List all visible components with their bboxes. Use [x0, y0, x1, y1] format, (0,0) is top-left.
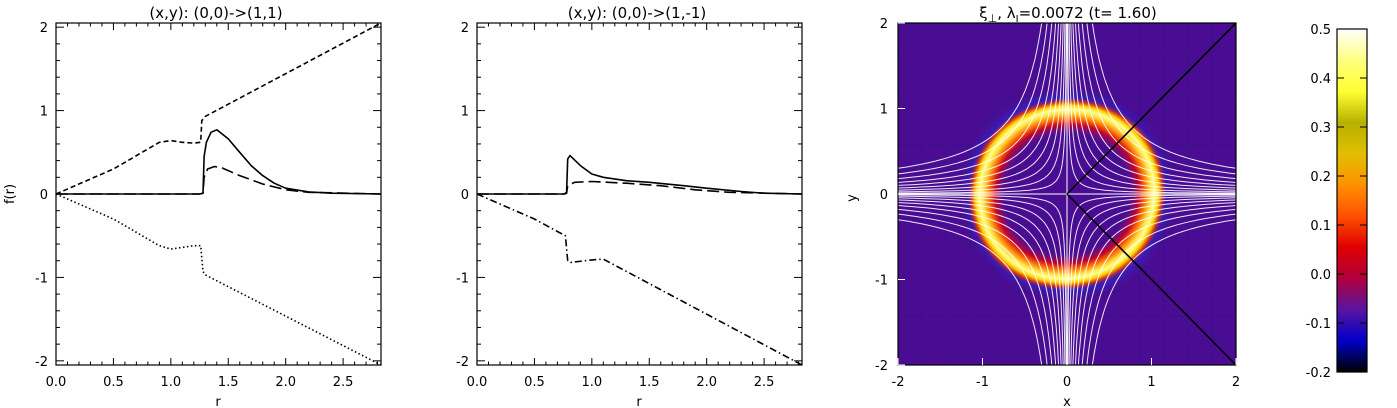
x-tick-label: 2.0: [275, 375, 296, 390]
colorbar: -0.2 -0.1 0.0 0.1 0.2 0.3 0.4 0.5: [1306, 23, 1368, 381]
title-perp: ⊥: [988, 12, 998, 25]
y-tick-label: 2: [40, 21, 48, 36]
series-solid-line: [477, 154, 803, 195]
field-line: [898, 23, 1053, 180]
panel-2-xlabel: r: [636, 395, 642, 408]
field-line: [898, 208, 1053, 365]
y-tick-label: 0: [461, 188, 469, 203]
field-line: [898, 23, 1064, 191]
colorbar-tick-label: -0.1: [1306, 317, 1331, 332]
field-line: [898, 202, 1059, 365]
x-tick-label: 1.5: [639, 375, 660, 390]
field-line: [898, 23, 1067, 194]
x-tick-label: 0: [1063, 375, 1071, 390]
y-tick-label: -1: [456, 271, 469, 286]
heatmap-image: [898, 23, 1236, 365]
colorbar-tick-label: 0.4: [1310, 72, 1331, 87]
field-line: [898, 23, 1048, 175]
y-tick-label: 1: [40, 105, 48, 120]
y-tick-label: 2: [461, 21, 469, 36]
title-lambda: , λ: [997, 4, 1016, 22]
panel-3: ξ⊥, λI=0.0072 (t= 1.60): [845, 4, 1240, 408]
panel-2: (x,y): (0,0)->(1,-1) 0.0 0.5 1.0 1.5 2.0 2.5 -…: [456, 4, 803, 408]
colorbar-tick-label: 0.2: [1310, 170, 1331, 185]
panel-3-ylabel: y: [845, 194, 860, 202]
colorbar-tick-label: 0.3: [1310, 121, 1331, 136]
x-tick-label: 1: [1147, 375, 1155, 390]
y-tick-label: -2: [35, 355, 48, 370]
panel-3-xlabel: x: [1063, 395, 1071, 408]
title-xi: ξ: [979, 4, 987, 22]
x-tick-label: 1.5: [218, 375, 239, 390]
series-shortdash-line: [55, 22, 382, 195]
panel-1-title: (x,y): (0,0)->(1,1): [149, 4, 282, 22]
series-longdash-line: [477, 180, 803, 195]
panel-1-series: [55, 22, 382, 366]
y-tick-label: -2: [875, 359, 888, 374]
panel-1: (x,y): (0,0)->(1,1) 0.0 0.5 1.0 1.5 2.0 2.5 -2…: [3, 4, 382, 408]
panel-1-xlabel: r: [215, 395, 221, 408]
panel-1-ticks: 0.0 0.5 1.0 1.5 2.0 2.5 -2 -1 0 1 2: [35, 21, 381, 390]
panel-3-title: ξ⊥, λI=0.0072 (t= 1.60): [979, 4, 1157, 25]
panel-3-ticks: -2 -1 0 1 2 -2 -1 0 1 2: [875, 17, 1240, 390]
x-tick-label: 1.0: [581, 375, 602, 390]
series-dotted-line: [55, 193, 382, 366]
y-tick-label: -1: [35, 271, 48, 286]
field-line: [898, 195, 1066, 365]
field-line: [898, 199, 1062, 365]
y-tick-label: -1: [875, 274, 888, 289]
cut-lines: [1066, 23, 1236, 365]
panel-1-ylabel: f(r): [3, 184, 18, 204]
field-line: [898, 205, 1057, 365]
x-tick-label: 0.0: [467, 375, 488, 390]
field-line: [898, 213, 1048, 365]
x-tick-label: 2.5: [754, 375, 775, 390]
panel-2-ticks: 0.0 0.5 1.0 1.5 2.0 2.5 -2 -1 0 1 2: [456, 21, 802, 390]
field-line: [898, 23, 1059, 186]
title-rest: =0.0072 (t= 1.60): [1019, 4, 1157, 22]
y-tick-label: 0: [40, 188, 48, 203]
colorbar-ticks: -0.2 -0.1 0.0 0.1 0.2 0.3 0.4 0.5: [1306, 23, 1367, 381]
field-line: [898, 23, 1057, 183]
y-tick-label: 1: [461, 105, 469, 120]
title-sub: I: [1016, 14, 1019, 25]
cut-line: [1066, 23, 1236, 195]
field-line: [898, 23, 1043, 169]
x-tick-label: 2.5: [333, 375, 354, 390]
x-tick-label: -1: [976, 375, 989, 390]
cut-line: [1066, 193, 1236, 365]
y-tick-label: 0: [880, 188, 888, 203]
x-tick-label: 2: [1232, 375, 1240, 390]
panel-2-series: [476, 154, 803, 366]
field-line: [898, 219, 1043, 365]
x-tick-label: 0.5: [524, 375, 545, 390]
field-line: [898, 194, 1067, 365]
field-line: [898, 23, 1062, 189]
x-tick-label: 0.5: [103, 375, 124, 390]
colorbar-tick-label: -0.2: [1306, 366, 1331, 381]
x-tick-label: 1.0: [160, 375, 181, 390]
y-tick-label: 2: [880, 17, 888, 32]
y-tick-label: -2: [456, 355, 469, 370]
series-dashdot-line: [476, 193, 803, 366]
y-tick-label: 1: [880, 103, 888, 118]
field-line: [898, 23, 1066, 193]
colorbar-tick-label: 0.0: [1310, 268, 1331, 283]
colorbar-tick-label: 0.5: [1310, 23, 1331, 38]
series-solid-line: [56, 129, 382, 195]
x-tick-label: 0.0: [46, 375, 67, 390]
colorbar-tick-label: 0.1: [1310, 219, 1331, 234]
panel-2-title: (x,y): (0,0)->(1,-1): [568, 4, 707, 22]
field-line: [898, 197, 1064, 365]
colorbar-frame: [1336, 28, 1368, 373]
series-longdash-line: [56, 165, 382, 195]
colorbar-gradient: [1337, 29, 1367, 372]
x-tick-label: 2.0: [696, 375, 717, 390]
x-tick-label: -2: [892, 375, 905, 390]
